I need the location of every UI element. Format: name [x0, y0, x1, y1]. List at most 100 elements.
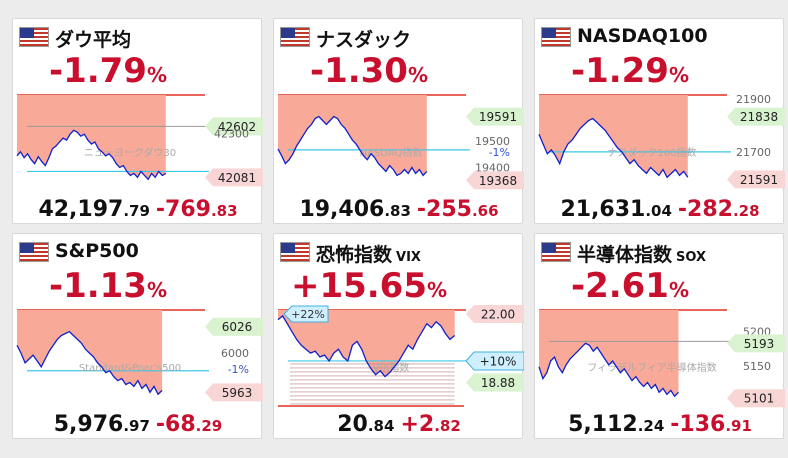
value-row: 5,976.97 -68.29 — [53, 412, 223, 437]
us-flag-icon — [541, 242, 571, 262]
price-tag: 21700 — [736, 146, 771, 159]
chart-area — [278, 95, 427, 176]
intraday-chart: Standard&Poor's500 6026 6000 -1% 5963 — [16, 309, 263, 402]
svg-text:19500: 19500 — [475, 135, 510, 148]
chart-watermark: Standard&Poor's500 — [79, 363, 181, 374]
chart-area — [17, 310, 163, 395]
svg-text:19368: 19368 — [479, 174, 517, 188]
svg-text:21591: 21591 — [740, 173, 778, 187]
chart-area — [17, 95, 166, 180]
card-header: ナスダック — [274, 19, 522, 55]
price-tag: 21838 — [727, 107, 785, 126]
svg-text:42081: 42081 — [218, 171, 256, 185]
us-flag-icon — [19, 242, 49, 262]
price-tag: 5150 — [743, 360, 771, 373]
price-tag: 5963 — [205, 383, 263, 402]
card-title: NASDAQ100 — [577, 25, 708, 47]
price-tag: 42602 — [205, 117, 263, 136]
price-tag: -1% — [228, 363, 249, 376]
price-tag: 19591 — [466, 107, 524, 126]
index-card[interactable]: NASDAQ100 -1.29% ナスダック100指数 21900 21838 21700… — [534, 18, 785, 224]
us-flag-icon — [280, 242, 310, 262]
price-tag: 22.00 — [466, 304, 524, 323]
price-tag: +10% — [465, 351, 524, 371]
price-line — [16, 129, 167, 181]
svg-text:+10%: +10% — [480, 355, 517, 369]
index-card[interactable]: 半導体指数 SOX -2.61% フィラデルフィア半導体指数 5200 5193 5150 5… — [534, 233, 785, 439]
svg-text:-1%: -1% — [228, 363, 249, 376]
current-value: 21,631 — [560, 197, 646, 222]
price-line — [538, 342, 679, 398]
card-title: S&P500 — [55, 240, 139, 262]
value-row: 21,631.04 -282.28 — [560, 197, 760, 222]
price-tag: 6026 — [205, 317, 263, 336]
index-card[interactable]: 恐怖指数VIX+15.65%VIX指数+22%22.0020.00+10%18.… — [273, 233, 524, 439]
card-header: NASDAQ100 — [535, 19, 783, 55]
net-change: -68.29 — [155, 412, 223, 437]
card-header: S&P500 — [13, 234, 261, 270]
net-change: -769.83 — [155, 197, 238, 222]
price-line — [538, 117, 689, 179]
svg-text:21900: 21900 — [736, 93, 771, 106]
chart-area — [539, 95, 688, 178]
percent-change: -1.29% — [570, 51, 690, 91]
percent-change: -2.61% — [570, 266, 690, 306]
card-subtitle: VIX — [396, 250, 421, 265]
svg-text:5193: 5193 — [744, 337, 775, 351]
chart-watermark: VIX指数 — [373, 361, 410, 374]
current-value: 42,197 — [38, 197, 124, 222]
value-row: 19,406.83 -255.66 — [299, 197, 499, 222]
price-tag: 5193 — [727, 334, 785, 353]
value-row: 42,197.79 -769.83 — [38, 197, 238, 222]
svg-text:22.00: 22.00 — [481, 307, 515, 321]
us-flag-icon — [541, 27, 571, 47]
price-tag: 19500 — [475, 135, 510, 148]
svg-text:21700: 21700 — [736, 146, 771, 159]
value-row: 5,112.24 -136.91 — [568, 412, 752, 437]
price-tag: 5101 — [727, 389, 785, 408]
price-line — [277, 115, 428, 177]
value-row: 20.84 +2.82 — [337, 412, 461, 437]
us-flag-icon — [280, 27, 310, 47]
index-card[interactable]: S&P500 -1.13% Standard&Poor's500 6026 6000 -1… — [12, 233, 263, 439]
price-tag: +22% — [283, 305, 329, 323]
card-header: 半導体指数 SOX — [535, 234, 783, 270]
card-title: 恐怖指数 VIX — [316, 244, 421, 266]
price-tag: 42081 — [205, 168, 263, 187]
svg-text:21838: 21838 — [740, 110, 778, 124]
price-tag: -1% — [489, 146, 510, 159]
svg-text:+22%: +22% — [291, 308, 325, 321]
svg-text:19591: 19591 — [479, 110, 517, 124]
price-tag: 19368 — [466, 171, 524, 190]
svg-text:42300: 42300 — [214, 127, 249, 140]
net-change: +2.82 — [400, 412, 461, 437]
card-title: 半導体指数 SOX — [577, 244, 706, 266]
percent-change: -1.79% — [48, 51, 168, 91]
card-header: 恐怖指数 VIX — [274, 234, 522, 270]
svg-text:6026: 6026 — [222, 320, 253, 334]
chart-watermark: NASDAQ指数 — [360, 146, 423, 159]
card-header: ダウ平均 — [13, 19, 261, 55]
price-line — [277, 314, 456, 378]
svg-text:5150: 5150 — [743, 360, 771, 373]
svg-text:6000: 6000 — [221, 347, 249, 360]
svg-text:42602: 42602 — [218, 120, 256, 134]
percent-change: +15.65% — [290, 266, 448, 306]
current-value: 5,976 — [53, 412, 124, 437]
chart-area — [278, 310, 455, 377]
current-value: 19,406 — [299, 197, 385, 222]
svg-text:18.88: 18.88 — [481, 376, 515, 390]
card-title: ダウ平均 — [55, 29, 132, 51]
price-tag: 21591 — [727, 170, 785, 189]
net-change: -136.91 — [670, 412, 752, 437]
card-subtitle: SOX — [676, 250, 706, 265]
card-title: ナスダック — [316, 29, 412, 51]
index-card[interactable]: ナスダック -1.30% NASDAQ指数 19591 19500 -1% 19400 193… — [273, 18, 524, 224]
index-card[interactable]: ダウ平均 -1.79% ニューヨークダウ30 42602 42300 42081 42,19… — [12, 18, 263, 224]
svg-text:5101: 5101 — [744, 392, 775, 406]
us-flag-icon — [19, 27, 49, 47]
chart-watermark: ナスダック100指数 — [607, 146, 696, 159]
